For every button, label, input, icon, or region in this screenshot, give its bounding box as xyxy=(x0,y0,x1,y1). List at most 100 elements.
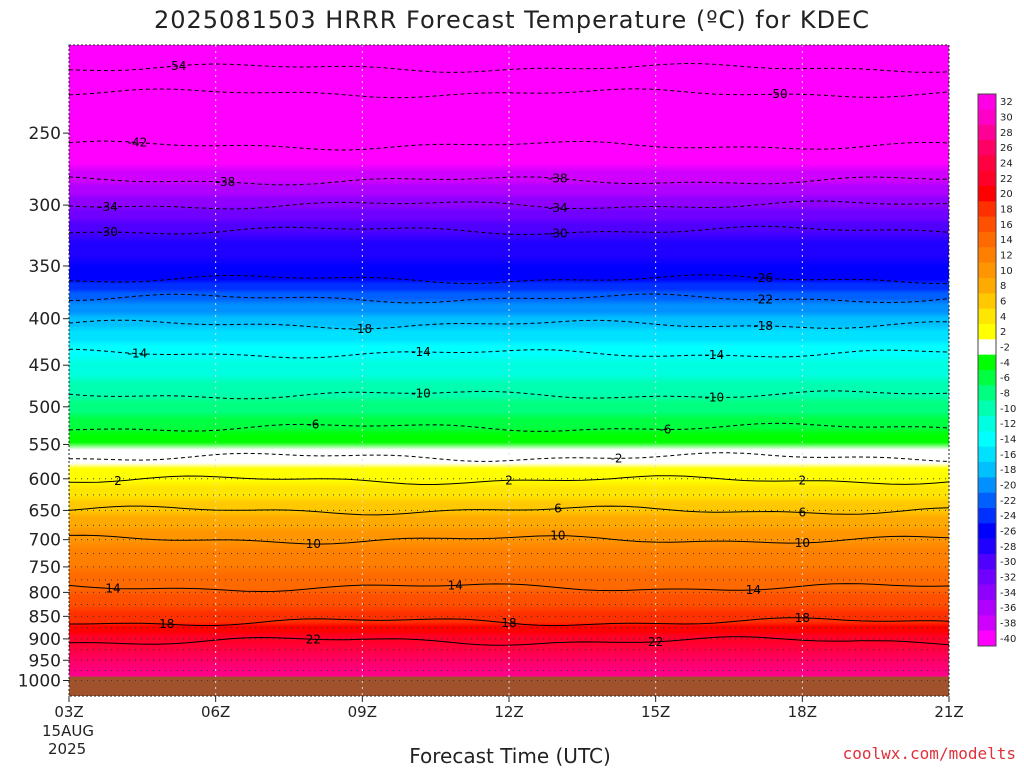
x-tick-label: 21Z xyxy=(934,703,963,721)
isotherm-label: 10 xyxy=(795,536,810,550)
colorbar-tick-label: -2 xyxy=(1000,343,1010,354)
ground-layer xyxy=(69,676,949,696)
colorbar-swatch xyxy=(978,630,996,647)
colorbar-swatch xyxy=(978,94,996,110)
colorbar-swatch xyxy=(978,308,996,325)
isotherm-label: 18 xyxy=(159,617,174,631)
colorbar-tick-label: 28 xyxy=(1000,128,1013,139)
colorbar-swatch xyxy=(978,124,996,141)
isotherm-line xyxy=(69,534,949,545)
colorbar-tick-label: 18 xyxy=(1000,205,1013,216)
gridlines xyxy=(69,45,949,696)
isotherm-label: -42 xyxy=(128,135,148,149)
colorbar-tick-label: 16 xyxy=(1000,220,1013,231)
colorbar-tick-label: -22 xyxy=(1000,496,1016,507)
isotherm-label: -6 xyxy=(307,418,319,432)
colorbar-swatch xyxy=(978,400,996,417)
colorbar-swatch xyxy=(978,293,996,309)
y-tick-label: 700 xyxy=(29,531,61,551)
isotherm-label: -54 xyxy=(167,59,187,73)
colorbar-tick-label: -20 xyxy=(1000,481,1016,492)
isotherm-label: -14 xyxy=(128,347,148,361)
colorbar-tick-label: 6 xyxy=(1000,297,1006,308)
colorbar-tick-label: -4 xyxy=(1000,358,1010,369)
isotherm-label: 14 xyxy=(105,582,120,596)
isotherm-label: -38 xyxy=(216,175,236,189)
colorbar-swatch xyxy=(978,186,996,202)
colorbar-swatch xyxy=(978,232,996,248)
colorbar-tick-label: 20 xyxy=(1000,189,1013,200)
y-tick-label: 450 xyxy=(29,356,61,376)
colorbar-tick-label: -16 xyxy=(1000,450,1016,461)
colorbar-tick-label: -38 xyxy=(1000,619,1016,630)
colorbar-tick-label: -8 xyxy=(1000,389,1010,400)
y-tick-label: 850 xyxy=(29,607,61,627)
isotherm-label: -10 xyxy=(705,390,725,404)
colorbar-swatch xyxy=(978,523,996,539)
colorbar-swatch xyxy=(978,615,996,631)
x-tick-label: 18Z xyxy=(788,703,817,721)
colorbar-tick-label: 30 xyxy=(1000,113,1013,124)
y-tick-label: 900 xyxy=(29,630,61,650)
isotherm-label: -18 xyxy=(353,322,373,336)
colorbar-swatch xyxy=(978,508,996,524)
isotherm-label: -18 xyxy=(753,319,773,333)
colorbar-tick-label: -18 xyxy=(1000,465,1016,476)
isotherm-contours xyxy=(69,62,949,646)
colorbar-tick-label: 24 xyxy=(1000,159,1013,170)
isotherm-labels: -54-50-42-38 -38-34 -34-30 -30-26-22-18 -18-… xyxy=(98,59,810,649)
colorbar-swatch xyxy=(978,431,996,447)
isotherm-label: -14 xyxy=(411,345,431,359)
colorbar-tick-label: -24 xyxy=(1000,511,1016,522)
x-axis-label: Forecast Time (UTC) xyxy=(409,744,611,768)
colorbar-swatch xyxy=(978,584,996,601)
colorbar-swatch xyxy=(978,446,996,463)
colorbar-swatch xyxy=(978,370,996,386)
colorbar-tick-label: -6 xyxy=(1000,373,1010,384)
colorbar-swatch xyxy=(978,477,996,493)
colorbar-tick-label: 32 xyxy=(1000,97,1013,108)
colorbar-swatch xyxy=(978,155,996,171)
isotherm-label: 2 xyxy=(799,474,807,488)
isotherm-label: -38 xyxy=(548,171,568,185)
colorbar-frame xyxy=(977,93,997,647)
colorbar-tick-label: 14 xyxy=(1000,235,1013,246)
colorbar-tick-label: 12 xyxy=(1000,251,1013,262)
colorbar-swatch xyxy=(978,278,996,294)
colorbar-swatch xyxy=(978,385,996,401)
isotherm-label: 18 xyxy=(501,616,516,630)
colorbar-tick-label: -26 xyxy=(1000,527,1016,538)
isotherm-label: -10 xyxy=(411,386,431,400)
isotherm-line xyxy=(69,636,949,646)
y-tick-label: 400 xyxy=(29,310,61,330)
colorbar-tick-label: -28 xyxy=(1000,542,1016,553)
chart-title: 2025081503 HRRR Forecast Temperature (ºC… xyxy=(153,6,871,34)
x-tick-label: 06Z xyxy=(201,703,230,721)
colorbar-tick-label: -10 xyxy=(1000,404,1016,415)
credit-link[interactable]: coolwx.com/modelts xyxy=(842,744,1016,763)
colorbar-swatch xyxy=(978,109,996,125)
isotherm-label: 14 xyxy=(448,578,463,592)
colorbar-swatch xyxy=(978,262,996,279)
colorbar-tick-label: 10 xyxy=(1000,266,1013,277)
isotherm-label: -34 xyxy=(98,200,118,214)
y-tick-label: 500 xyxy=(29,398,61,418)
colorbar-swatch xyxy=(978,492,996,509)
y-tick-label: 350 xyxy=(29,257,61,277)
colorbar-swatch xyxy=(978,462,996,478)
x-axis: 03Z 06Z 09Z 12Z 15Z 18Z 21Z xyxy=(54,696,964,721)
y-tick-label: 550 xyxy=(29,435,61,455)
colorbar-swatch xyxy=(978,216,996,233)
colorbar-tick-label: -12 xyxy=(1000,419,1016,430)
isotherm-label: -2 xyxy=(611,451,623,465)
colorbar-tick-label: 2 xyxy=(1000,327,1006,338)
x-tick-label: 03Z xyxy=(54,703,83,721)
isotherm-label: 2 xyxy=(114,474,122,488)
isotherm-label: 22 xyxy=(648,635,663,649)
colorbar: 32 30 28 26 24 22 20 18 16 14 12 10 8 6 4 2 -2 -4 -6 -8 -10 -… xyxy=(977,93,1016,647)
isotherm-label: -6 xyxy=(659,423,671,437)
x-tick-label: 15Z xyxy=(641,703,670,721)
colorbar-swatch xyxy=(978,140,996,156)
isotherm-label: -30 xyxy=(98,225,118,239)
colorbar-swatch xyxy=(978,201,996,217)
